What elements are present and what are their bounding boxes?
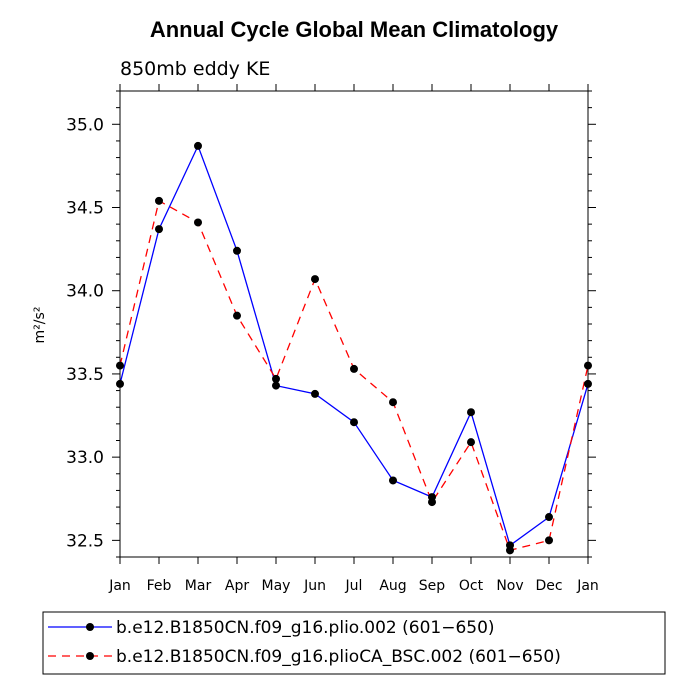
data-point-series-1 [584, 379, 592, 388]
data-point-series-1 [545, 513, 553, 522]
series-points [116, 141, 592, 555]
data-point-series-2 [272, 374, 280, 383]
data-point-series-2 [311, 275, 319, 284]
series-lines [119, 144, 589, 552]
legend: b.e12.B1850CN.f09_g16.plio.002 (601−650)… [48, 618, 561, 667]
data-point-series-1 [233, 246, 241, 255]
legend-marker-series-1 [86, 623, 94, 631]
data-point-series-2 [116, 361, 124, 370]
x-tick-label: Nov [496, 578, 523, 594]
y-tick-label: 32.5 [66, 531, 104, 551]
series-line-1 [119, 144, 589, 547]
chart-subtitle: 850mb eddy KE [120, 58, 270, 80]
x-tick-label: Mar [185, 578, 212, 594]
y-tick-label: 33.5 [66, 365, 104, 385]
data-point-series-2 [428, 498, 436, 507]
data-point-series-2 [350, 364, 358, 373]
data-point-series-1 [155, 225, 163, 234]
y-tick-label: 34.0 [66, 282, 104, 302]
data-point-series-1 [194, 141, 202, 150]
x-tick-label: Jul [345, 578, 363, 594]
data-point-series-2 [194, 218, 202, 227]
x-tick-label: Jun [303, 578, 326, 594]
data-point-series-2 [155, 196, 163, 205]
data-point-series-2 [506, 546, 514, 555]
legend-marker-series-2 [86, 652, 94, 660]
plot-frame [119, 90, 589, 558]
data-point-series-2 [584, 361, 592, 370]
y-tick-label: 34.5 [66, 199, 104, 219]
data-point-series-1 [467, 408, 475, 417]
series-line-2 [119, 199, 589, 552]
data-point-series-2 [467, 438, 475, 447]
data-point-series-1 [389, 476, 397, 485]
legend-label-series-2: b.e12.B1850CN.f09_g16.plioCA_BSC.002 (60… [116, 647, 561, 667]
legend-box [42, 611, 666, 675]
x-tick-label: Jan [108, 578, 131, 594]
y-tick-label: 33.0 [66, 448, 104, 468]
y-axis: 32.5 33.0 33.5 34.0 34.5 35.0 [66, 90, 596, 558]
data-point-series-1 [311, 389, 319, 398]
x-tick-label: Apr [225, 578, 249, 594]
x-tick-label: Oct [459, 578, 484, 594]
y-axis-label: m²/s² [32, 307, 48, 344]
y-tick-label: 35.0 [66, 115, 104, 135]
data-point-series-1 [272, 381, 280, 390]
x-tick-label: Sep [419, 578, 446, 594]
x-axis: Jan Feb Mar Apr May Jun Jul Aug Sep Oct Nov Dec Jan [108, 84, 599, 594]
x-tick-label: May [262, 578, 291, 594]
chart-title: Annual Cycle Global Mean Climatology [150, 17, 559, 42]
x-tick-label: Aug [379, 578, 406, 594]
data-point-series-2 [233, 311, 241, 320]
x-tick-label: Jan [576, 578, 599, 594]
legend-label-series-1: b.e12.B1850CN.f09_g16.plio.002 (601−650) [116, 618, 495, 638]
data-point-series-1 [350, 418, 358, 427]
data-point-series-2 [389, 398, 397, 407]
data-point-series-2 [545, 536, 553, 545]
x-tick-label: Feb [147, 578, 172, 594]
x-tick-label: Dec [535, 578, 562, 594]
data-point-series-1 [116, 379, 124, 388]
